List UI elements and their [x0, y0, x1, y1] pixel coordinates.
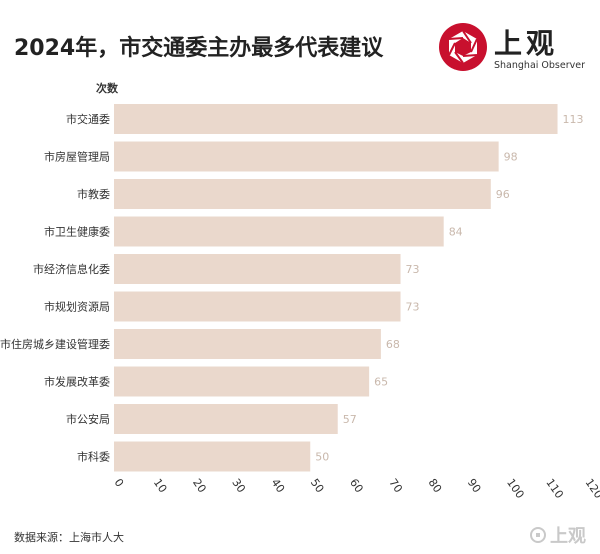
category-label: 市住房城乡建设管理委: [0, 337, 110, 351]
value-label: 98: [504, 151, 518, 164]
x-tick-label: 0: [112, 476, 127, 489]
bar: [114, 291, 401, 322]
x-tick-label: 120: [583, 476, 600, 501]
logo-name: 上观: [494, 27, 559, 60]
x-tick-label: 70: [386, 476, 405, 495]
bar: [114, 141, 499, 172]
category-label: 市科委: [77, 450, 110, 464]
x-tick-label: 60: [347, 476, 366, 495]
value-label: 57: [343, 413, 357, 426]
value-label: 113: [563, 113, 584, 126]
category-label: 市公安局: [66, 412, 110, 426]
x-tick-label: 40: [269, 476, 288, 495]
x-tick-label: 20: [190, 476, 209, 495]
bar: [114, 404, 338, 434]
bar: [114, 254, 401, 284]
chart-title: 2024年，市交通委主办最多代表建议: [14, 36, 384, 61]
logo-subtitle: Shanghai Observer: [494, 60, 586, 71]
x-tick-label: 110: [543, 476, 566, 501]
category-label: 市规划资源局: [44, 300, 110, 314]
bar: [114, 104, 558, 134]
category-label: 市交通委: [66, 112, 110, 126]
bar: [114, 366, 370, 397]
source-note: 数据来源：上海市人大: [14, 531, 124, 544]
x-tick-label: 80: [426, 476, 445, 495]
x-tick-label: 10: [151, 476, 170, 495]
category-label: 市房屋管理局: [44, 150, 110, 164]
y-axis-label: 次数: [96, 82, 118, 95]
footer-logo: 上观: [530, 522, 586, 548]
bar: [114, 329, 381, 359]
x-tick-label: 90: [465, 476, 484, 495]
shanghai-observer-logo: 上观 Shanghai Observer: [438, 18, 588, 80]
footer-logo-text: 上观: [550, 526, 586, 547]
x-tick-label: 100: [504, 476, 527, 501]
category-label: 市教委: [77, 187, 110, 201]
value-label: 50: [315, 451, 329, 464]
logo-mark-icon: [439, 23, 487, 71]
value-label: 96: [496, 188, 510, 201]
value-label: 68: [386, 338, 400, 351]
value-label: 65: [374, 376, 388, 389]
footer-logo-icon: [530, 527, 546, 543]
value-label: 73: [406, 263, 420, 276]
x-tick-label: 50: [308, 476, 327, 495]
category-label: 市发展改革委: [44, 375, 110, 389]
category-label: 市经济信息化委: [33, 262, 110, 276]
bar: [114, 441, 311, 472]
value-label: 84: [449, 226, 463, 239]
value-label: 73: [406, 301, 420, 314]
bar: [114, 179, 491, 209]
bar: [114, 216, 444, 247]
x-tick-label: 30: [229, 476, 248, 495]
category-label: 市卫生健康委: [44, 225, 110, 239]
